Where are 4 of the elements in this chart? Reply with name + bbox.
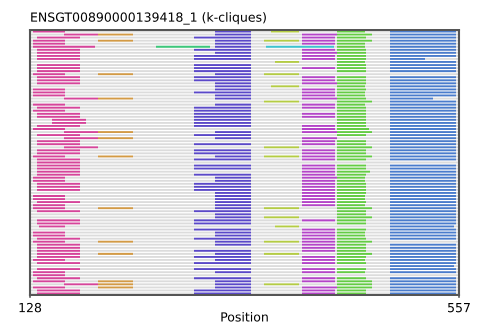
- x-tick-label: 128: [19, 302, 42, 312]
- chart-title: ENSGT00890000139418_1 (k-cliques): [31, 12, 266, 25]
- x-tick-label: 557: [448, 303, 470, 312]
- x-axis-title: Position: [221, 312, 268, 322]
